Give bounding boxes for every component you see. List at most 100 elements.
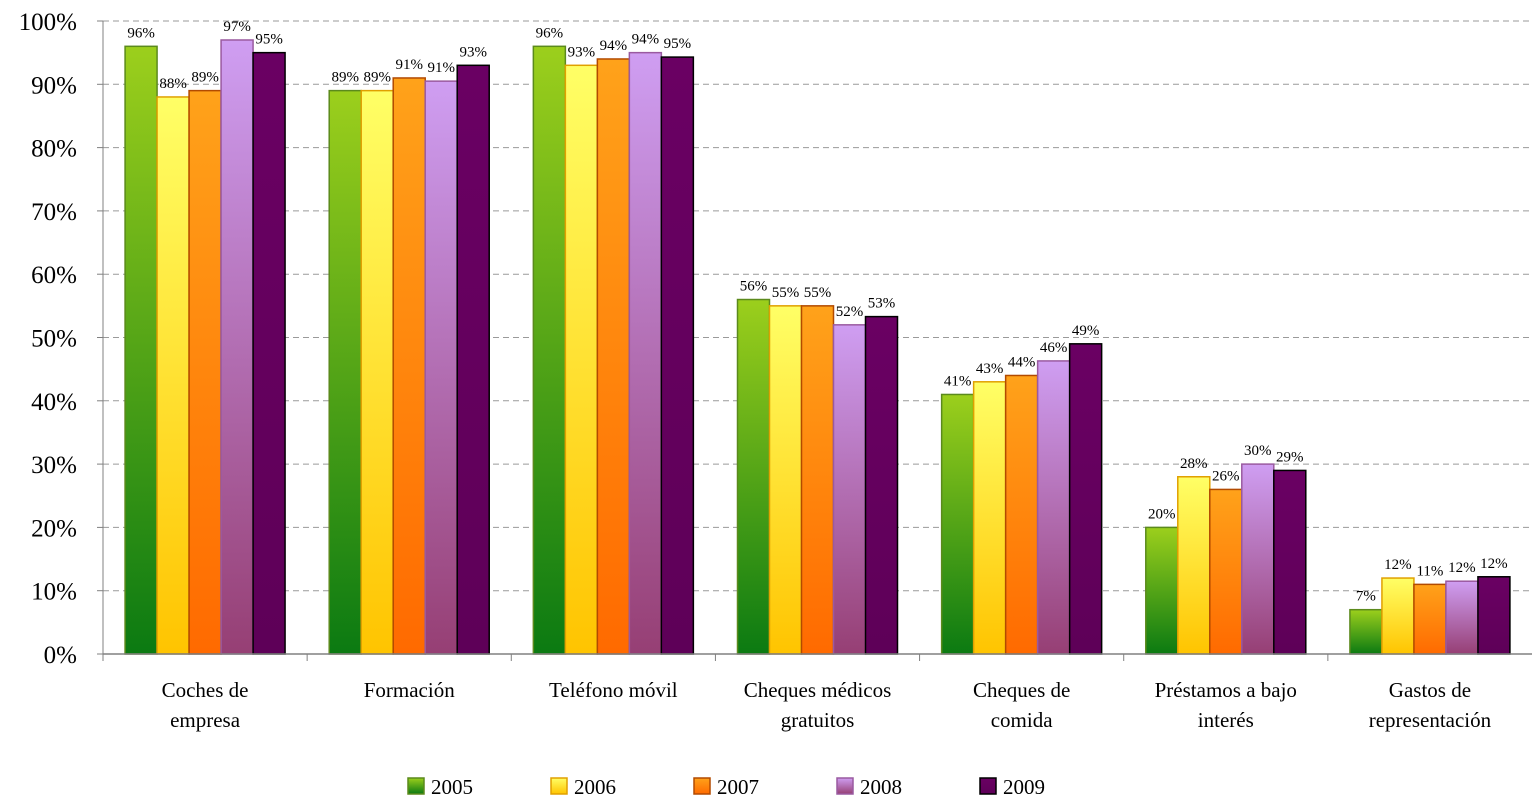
y-tick-label: 90% [31,72,77,99]
bar-2006 [768,305,803,655]
data-label: 7% [1356,589,1376,605]
bar-2009 [864,315,899,655]
legend: 2005 2006 2007 2008 2009 [407,775,1045,799]
data-label: 96% [536,25,564,41]
data-label: 56% [740,279,768,295]
bar-2009 [456,64,490,655]
data-label: 91% [395,57,423,73]
data-label: 12% [1480,556,1508,572]
category-label: Teléfono móvil [549,678,678,702]
data-label: 93% [568,44,596,60]
data-label: 96% [127,25,155,41]
data-label: 94% [632,32,660,48]
data-label: 95% [664,36,692,52]
category-label: Gastos de representación [1369,678,1492,732]
bar-2006 [972,381,1007,655]
y-tick-label: 40% [31,389,77,416]
y-tick-label: 20% [31,515,77,542]
legend-label: 2005 [431,775,473,799]
data-label: 30% [1244,443,1272,459]
y-tick-label: 0% [44,642,77,669]
category-label: Coches de empresa [162,678,249,732]
bar-2008 [832,324,867,655]
data-label: 91% [427,60,455,76]
data-label: 12% [1448,560,1476,576]
data-label: 26% [1212,468,1240,484]
data-label: 94% [600,38,628,54]
y-tick-label: 30% [31,452,77,479]
bar-2009 [660,56,695,655]
bar-2005 [736,298,771,655]
bar-2009 [252,51,286,655]
bar-2007 [188,89,222,655]
data-label: 97% [223,19,251,35]
bar-2007 [1004,374,1039,655]
bar-2009 [1273,469,1307,655]
data-label: 88% [159,76,187,92]
data-label: 20% [1148,506,1176,522]
data-label: 89% [363,70,391,86]
bar-2008 [1241,463,1275,655]
bar-2006 [360,89,394,655]
legend-label: 2006 [574,775,616,799]
data-label: 55% [772,285,800,301]
data-label: 28% [1180,456,1208,472]
y-tick-label: 100% [19,9,77,36]
category-label: Préstamos a bajo interés [1155,678,1297,732]
bar-2006 [1381,577,1415,655]
category-label: Cheques médicos gratuitos [744,678,892,732]
data-label: 93% [459,44,487,60]
legend-swatch [979,777,997,795]
data-label: 12% [1384,557,1412,573]
bar-2005 [532,45,567,655]
bar-2005 [1349,608,1383,655]
bar-2007 [1209,488,1243,655]
category-label: Formación [364,678,455,702]
bar-2007 [1413,583,1447,655]
y-tick-label: 50% [31,326,77,353]
category-label: Cheques de comida [973,678,1070,732]
legend-swatch [550,777,568,795]
data-label: 55% [804,285,832,301]
legend-label: 2008 [860,775,902,799]
data-label: 44% [1008,354,1036,370]
bar-2005 [328,89,362,655]
bar-2007 [800,305,835,655]
data-label: 29% [1276,449,1304,465]
bars [124,39,1511,655]
legend-swatch [836,777,854,795]
data-label: 53% [868,296,896,312]
y-tick-label: 70% [31,199,77,226]
y-tick-label: 80% [31,136,77,163]
legend-label: 2009 [1003,775,1045,799]
bar-2006 [1177,476,1211,655]
data-label: 89% [331,70,359,86]
x-axis: Coches de empresa Formación Teléfono móvil C… [102,653,1532,732]
data-label: 52% [836,304,864,320]
bar-2006 [564,64,599,655]
bar-2009 [1477,576,1511,655]
data-label: 41% [944,373,972,389]
y-tick-label: 10% [31,579,77,606]
bar-2009 [1068,343,1103,655]
legend-swatch [407,777,425,795]
data-label: 89% [191,70,219,86]
bar-2005 [940,393,975,655]
data-labels: 96%88% 89%97%95%89% 89%91% 91%93%96%93% 94% 9… [127,19,1507,605]
bar-2007 [596,58,631,655]
bar-2006 [156,96,190,655]
bar-2005 [1145,526,1179,655]
bar-2008 [220,39,254,655]
bar-2008 [424,80,458,655]
y-axis: 0% 10% 20% 30% 40% 50% 60% 70% 80% 90% 100% [19,9,104,669]
bar-2005 [124,45,158,655]
data-label: 43% [976,361,1004,377]
legend-label: 2007 [717,775,759,799]
bar-2008 [1036,360,1071,655]
bar-2008 [628,51,663,655]
y-tick-label: 60% [31,262,77,289]
data-label: 49% [1072,323,1100,339]
legend-swatch [693,777,711,795]
data-label: 11% [1416,563,1443,579]
